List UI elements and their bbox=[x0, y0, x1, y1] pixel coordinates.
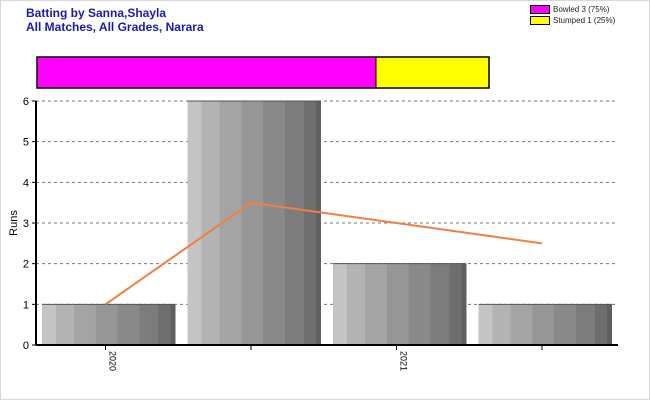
x-tick-label: 2021 bbox=[399, 351, 409, 371]
dismissal-segment-1 bbox=[376, 57, 489, 88]
y-tick-label: 5 bbox=[23, 137, 29, 149]
y-tick-label: 0 bbox=[23, 340, 29, 352]
bar-3-stripe bbox=[575, 304, 596, 345]
legend-swatch-bowled bbox=[530, 5, 550, 14]
legend-label-bowled: Bowled 3 (75%) bbox=[553, 5, 610, 14]
bar-1-stripe bbox=[241, 101, 264, 345]
bar-1-stripe bbox=[284, 101, 305, 345]
bar-0-stripe bbox=[170, 304, 176, 345]
bar-2-stripe bbox=[346, 263, 366, 345]
chart-title: Batting by Sanna,Shayla bbox=[26, 6, 167, 20]
bar-1-stripe bbox=[303, 101, 317, 345]
bar-1-stripe bbox=[201, 101, 221, 345]
bar-3-stripe bbox=[492, 304, 512, 345]
bar-3-stripe bbox=[510, 304, 533, 345]
y-tick-label: 2 bbox=[23, 259, 29, 271]
bar-1-stripe bbox=[263, 101, 286, 345]
bar-3-stripe bbox=[607, 304, 612, 345]
x-tick-label: 2020 bbox=[108, 351, 118, 371]
y-tick-label: 4 bbox=[23, 177, 29, 189]
legend-swatch-stumped bbox=[530, 16, 550, 25]
bar-0-stripe bbox=[55, 304, 75, 345]
legend-label-stumped: Stumped 1 (25%) bbox=[553, 16, 616, 25]
bar-0-stripe bbox=[74, 304, 97, 345]
legend-item-bowled: Bowled 3 (75%) bbox=[530, 4, 615, 15]
bar-0-stripe bbox=[42, 304, 57, 345]
bar-3-stripe bbox=[594, 304, 608, 345]
y-tick-label: 1 bbox=[23, 299, 29, 311]
bar-2-stripe bbox=[408, 263, 431, 345]
y-axis-label: Runs bbox=[8, 210, 20, 236]
bar-2-stripe bbox=[365, 263, 388, 345]
bar-1-stripe bbox=[316, 101, 321, 345]
bar-2-stripe bbox=[430, 263, 450, 345]
bar-3-stripe bbox=[532, 304, 555, 345]
y-tick-label: 6 bbox=[23, 96, 29, 108]
bar-3-stripe bbox=[478, 304, 493, 345]
dismissal-segment-0 bbox=[37, 57, 376, 88]
bar-1-stripe bbox=[219, 101, 242, 345]
legend-item-stumped: Stumped 1 (25%) bbox=[530, 15, 615, 26]
bar-3-stripe bbox=[554, 304, 577, 345]
bar-2-stripe bbox=[449, 263, 463, 345]
bar-1-stripe bbox=[187, 101, 202, 345]
average-line bbox=[104, 201, 543, 306]
dismissal-legend: Bowled 3 (75%) Stumped 1 (25%) bbox=[530, 4, 615, 26]
bar-2-stripe bbox=[461, 263, 467, 345]
y-tick-label: 3 bbox=[23, 218, 29, 230]
dismissal-bar-border bbox=[36, 56, 490, 89]
bar-2-stripe bbox=[386, 263, 410, 345]
bar-2-stripe bbox=[333, 263, 348, 345]
chart-subtitle: All Matches, All Grades, Narara bbox=[26, 20, 204, 34]
bar-0-stripe bbox=[158, 304, 172, 345]
bar-0-stripe bbox=[117, 304, 140, 345]
bar-0-stripe bbox=[95, 304, 119, 345]
bar-0-stripe bbox=[139, 304, 159, 345]
